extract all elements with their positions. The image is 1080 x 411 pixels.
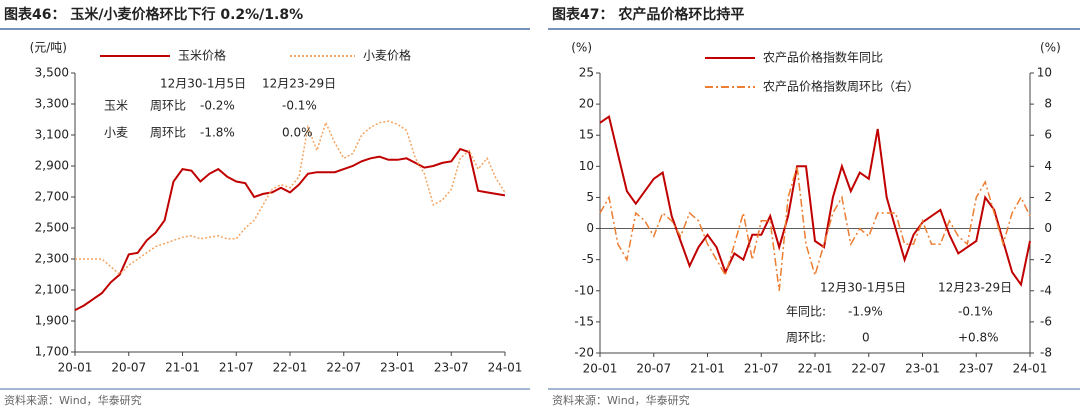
y-tick-label: 1,900 [35, 314, 69, 328]
y-tick-label: 2,900 [35, 159, 69, 173]
y-tick-label: -5 [582, 252, 594, 266]
source-note: 资料来源：Wind，华泰研究 [4, 393, 142, 407]
annotation: 12月30-1月5日 [160, 77, 246, 91]
annotation: +0.8% [958, 331, 999, 345]
annotation: 12月23-29日 [262, 77, 336, 91]
x-tick-label: 23-01 [905, 362, 940, 376]
x-tick-label: 23-01 [380, 361, 415, 375]
annotation: 小麦 [104, 126, 128, 140]
annotation: 周环比 [150, 126, 186, 140]
y2-tick-label: 0 [1044, 221, 1052, 235]
y-tick-label: 5 [586, 190, 594, 204]
legend-label: 农产品价格指数周环比（右） [763, 79, 919, 94]
annotation: -1.8% [200, 126, 235, 140]
x-tick-label: 22-01 [273, 361, 308, 375]
y-tick-label: 3,300 [35, 97, 69, 111]
legend-label: 玉米价格 [178, 48, 226, 63]
y2-tick-label: 8 [1044, 97, 1052, 111]
chart-title: 图表47： 农产品价格环比持平 [552, 6, 744, 23]
y2-tick-label: 2 [1044, 190, 1052, 204]
annotation: 年同比: [786, 305, 826, 319]
y-tick-label: -15 [574, 314, 594, 328]
x-tick-label: 21-01 [165, 361, 200, 375]
y-axis-label: (元/吨) [30, 41, 67, 55]
series-line [599, 166, 1031, 291]
y2-tick-label: 4 [1044, 159, 1052, 173]
annotation: 12月23-29日 [938, 281, 1012, 295]
y-tick-label: 0 [586, 221, 594, 235]
x-tick-label: 21-07 [219, 361, 254, 375]
annotation: -0.2% [200, 99, 235, 113]
x-tick-label: 21-01 [690, 362, 725, 376]
y-tick-label: 25 [579, 66, 594, 80]
annotation: 周环比 [150, 99, 186, 113]
series-line [599, 114, 1031, 288]
y-tick-label: 20 [579, 97, 594, 111]
annotation: -0.1% [958, 305, 993, 319]
y-tick-label: 2,300 [35, 252, 69, 266]
y-tick-label: 3,500 [35, 66, 69, 80]
source-note: 资料来源：Wind，华泰研究 [552, 393, 690, 407]
y-tick-label: 10 [579, 159, 594, 173]
y-tick-label: 1,700 [35, 345, 69, 359]
x-tick-label: 22-01 [798, 362, 833, 376]
x-tick-label: 24-01 [488, 361, 523, 375]
y-tick-label: 2,100 [35, 283, 69, 297]
y-tick-label: -10 [574, 283, 594, 297]
y2-tick-label: -2 [1040, 252, 1052, 266]
annotation: 玉米 [104, 99, 128, 113]
legend-label: 农产品价格指数年同比 [763, 50, 883, 65]
annotation: 0.0% [282, 126, 313, 140]
x-tick-label: 23-07 [434, 361, 469, 375]
annotation: 12月30-1月5日 [820, 281, 906, 295]
y2-tick-label: -8 [1040, 346, 1052, 360]
y2-tick-label: 10 [1037, 66, 1052, 80]
y2-axis-label: (%) [1040, 41, 1061, 55]
x-tick-label: 22-07 [851, 362, 886, 376]
series-line [75, 120, 506, 276]
x-tick-label: 20-01 [58, 361, 93, 375]
y2-tick-label: -6 [1040, 314, 1052, 328]
x-tick-label: 20-01 [583, 362, 618, 376]
y2-tick-label: -4 [1040, 283, 1052, 297]
y-tick-label: 2,700 [35, 190, 69, 204]
y-tick-label: 2,500 [35, 221, 69, 235]
chart-title: 图表46： 玉米/小麦价格环比下行 0.2%/1.8% [4, 6, 303, 23]
series-line [74, 147, 506, 311]
annotation: 周环比: [786, 331, 826, 345]
annotation: 0 [862, 331, 870, 345]
x-tick-label: 20-07 [111, 361, 146, 375]
x-tick-label: 23-07 [959, 362, 994, 376]
y-tick-label: 15 [579, 128, 594, 142]
x-tick-label: 21-07 [744, 362, 779, 376]
x-tick-label: 24-01 [1013, 362, 1048, 376]
annotation: -1.9% [848, 305, 883, 319]
legend-label: 小麦价格 [363, 48, 411, 63]
y-tick-label: -20 [574, 346, 594, 360]
x-tick-label: 22-07 [326, 361, 361, 375]
x-tick-label: 20-07 [636, 362, 671, 376]
y2-tick-label: 6 [1044, 128, 1052, 142]
y-tick-label: 3,100 [35, 128, 69, 142]
y-axis-label: (%) [571, 41, 592, 55]
annotation: -0.1% [282, 99, 317, 113]
